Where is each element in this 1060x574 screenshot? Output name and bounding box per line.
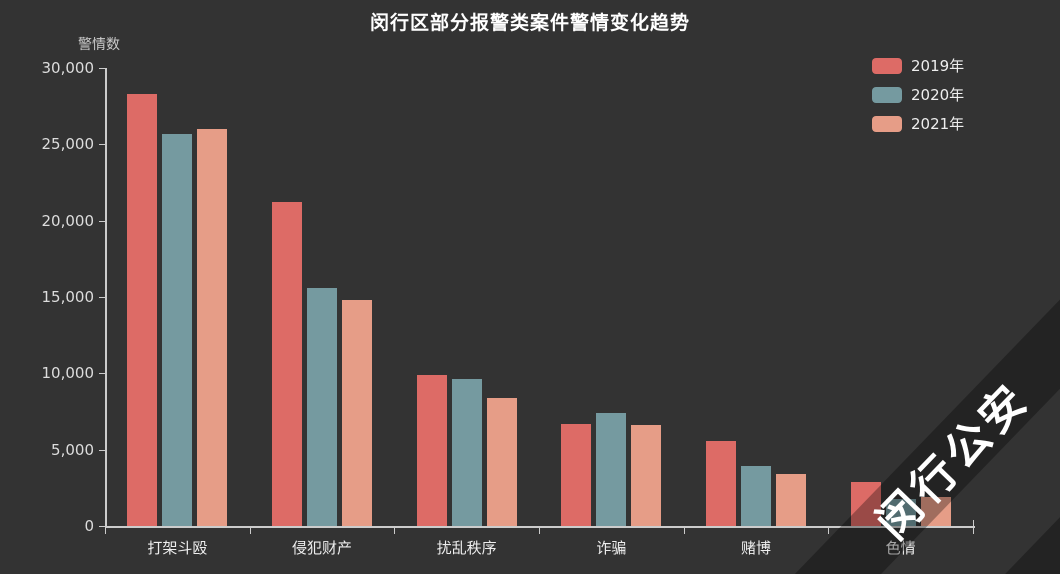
bar-2021年-扰乱秩序[interactable] (486, 397, 517, 526)
legend-label: 2019年 (911, 57, 965, 75)
bar-2021年-诈骗[interactable] (631, 425, 662, 526)
y-tick-mark (99, 373, 105, 375)
x-tick-mark (973, 528, 974, 534)
y-tick-mark (99, 220, 105, 222)
legend-swatch (872, 87, 902, 103)
legend-label: 2020年 (911, 86, 965, 104)
bar-2019年-扰乱秩序[interactable] (416, 374, 447, 526)
x-category-label-侵犯财产: 侵犯财产 (291, 539, 352, 557)
legend-label: 2021年 (911, 115, 965, 133)
x-axis-end-tick (973, 520, 974, 526)
bar-2019年-色情[interactable] (850, 481, 881, 526)
bar-2020年-诈骗[interactable] (596, 413, 627, 526)
bar-2021年-侵犯财产[interactable] (342, 300, 372, 526)
bar-2019年-打架斗殴[interactable] (127, 93, 158, 526)
y-tick-label: 20,000 (41, 211, 95, 230)
y-tick-mark (99, 449, 105, 451)
legend-item-2019年[interactable]: 2019年 (872, 58, 964, 74)
bar-2021年-打架斗殴[interactable] (197, 129, 228, 526)
y-tick-mark (99, 297, 105, 298)
bar-2020年-赌博[interactable] (741, 466, 771, 526)
x-tick-mark (105, 528, 106, 534)
legend-item-2021年[interactable]: 2021年 (872, 116, 964, 132)
x-category-label-打架斗殴: 打架斗殴 (147, 539, 208, 557)
y-tick-mark (99, 526, 105, 527)
x-category-label-扰乱秩序: 扰乱秩序 (436, 539, 497, 557)
x-category-label-色情: 色情 (885, 539, 916, 557)
bar-2019年-诈骗[interactable] (561, 423, 592, 526)
x-axis-line (105, 526, 975, 528)
legend-swatch (872, 58, 902, 74)
y-tick-mark (99, 144, 105, 146)
x-category-label-诈骗: 诈骗 (596, 539, 627, 557)
y-tick-label: 0 (84, 517, 94, 535)
y-tick-label: 25,000 (41, 135, 95, 154)
x-category-label-赌博: 赌博 (740, 539, 771, 557)
y-axis-name: 警情数 (78, 37, 120, 53)
y-axis-line (105, 68, 107, 528)
legend-swatch (872, 116, 902, 132)
bar-2020年-打架斗殴[interactable] (162, 133, 193, 526)
y-tick-label: 10,000 (41, 364, 95, 383)
chart-title: 闵行区部分报警类案件警情变化趋势 (369, 12, 690, 34)
x-tick-mark (249, 528, 251, 534)
y-tick-label: 15,000 (41, 288, 95, 306)
y-tick-label: 30,000 (41, 59, 95, 77)
bar-2020年-侵犯财产[interactable] (307, 287, 337, 526)
x-tick-mark (539, 528, 540, 534)
bar-2020年-扰乱秩序[interactable] (451, 379, 482, 526)
bar-2021年-赌博[interactable] (776, 474, 806, 526)
bar-2019年-赌博[interactable] (706, 440, 736, 526)
x-tick-mark (683, 528, 685, 534)
x-tick-mark (828, 528, 830, 534)
y-tick-mark (99, 68, 105, 69)
y-tick-label: 5,000 (51, 440, 94, 459)
bar-2021年-色情[interactable] (920, 496, 951, 526)
legend: 2019年 2020年 2021年 (872, 58, 964, 145)
x-tick-mark (394, 528, 396, 534)
legend-item-2020年[interactable]: 2020年 (872, 87, 964, 103)
bar-2019年-侵犯财产[interactable] (272, 202, 302, 526)
bar-2020年-色情[interactable] (885, 498, 916, 526)
